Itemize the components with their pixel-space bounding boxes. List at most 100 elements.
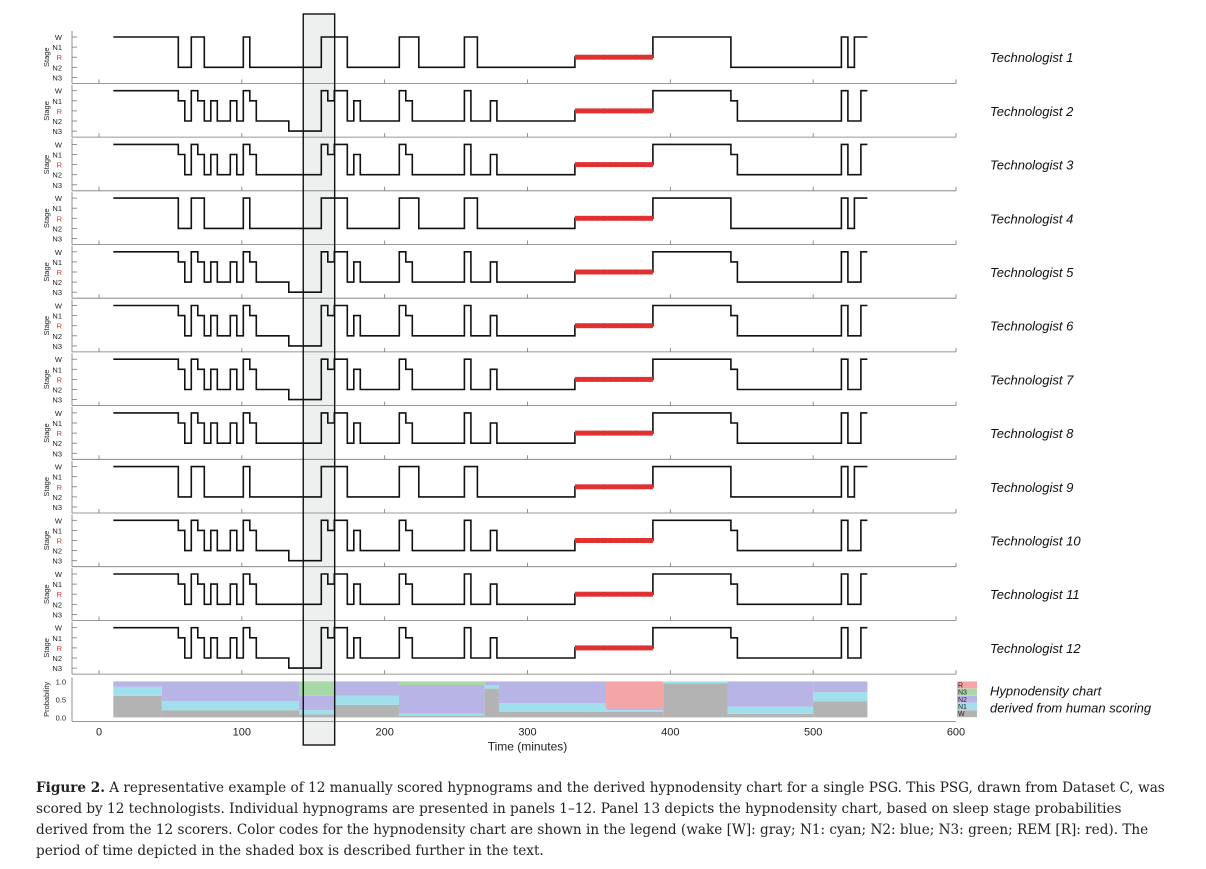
panel-label: Technologist 2 bbox=[990, 104, 1074, 119]
hypnodensity-band-N2 bbox=[161, 681, 299, 702]
panel-label: Technologist 8 bbox=[990, 426, 1074, 441]
stage-tick-label: R bbox=[57, 590, 63, 599]
hypnodensity-band-N1 bbox=[813, 692, 868, 702]
stage-tick-label: N3 bbox=[52, 127, 62, 136]
hypnodensity-band-W bbox=[813, 701, 868, 718]
stage-tick-label: R bbox=[57, 375, 63, 384]
hypnodensity-band-N1 bbox=[498, 703, 607, 712]
stage-tick-label: N1 bbox=[52, 258, 62, 267]
hypnodensity-band-N1 bbox=[663, 681, 728, 684]
hypnodensity-band-W bbox=[606, 712, 664, 718]
hypnodensity-label-line1: Hypnodensity chart bbox=[990, 683, 1103, 698]
hypnodensity-band-N1 bbox=[727, 706, 814, 714]
stage-tick-label: N1 bbox=[52, 312, 62, 321]
stage-tick-label: N1 bbox=[52, 526, 62, 535]
hypnodensity-band-W bbox=[113, 695, 162, 718]
x-tick-label: 200 bbox=[375, 726, 393, 738]
stage-tick-label: N2 bbox=[52, 386, 62, 395]
caption-text: A representative example of 12 manually … bbox=[36, 780, 1165, 859]
x-axis-label: Time (minutes) bbox=[488, 739, 568, 753]
panel-label: Technologist 3 bbox=[990, 158, 1074, 173]
stage-tick-label: N2 bbox=[52, 171, 62, 180]
stage-tick-label: N2 bbox=[52, 224, 62, 233]
hypnodensity-band-N3 bbox=[298, 681, 335, 696]
stage-tick-label: R bbox=[57, 268, 63, 277]
stage-axis-label: Stage bbox=[42, 208, 51, 228]
hypnogram-line bbox=[113, 519, 868, 562]
probability-axis-label: Probability bbox=[42, 682, 51, 717]
hypnodensity-band-N1 bbox=[298, 710, 335, 715]
stage-tick-label: W bbox=[55, 33, 63, 42]
stage-tick-label: R bbox=[57, 644, 63, 653]
stage-axis-label: Stage bbox=[42, 584, 51, 604]
stage-axis-label: Stage bbox=[42, 316, 51, 336]
legend-label-N2: N2 bbox=[958, 697, 967, 704]
hypnodensity-band-W bbox=[398, 715, 485, 718]
hypnodensity-band-W bbox=[498, 712, 607, 718]
panel-label: Technologist 7 bbox=[990, 372, 1074, 387]
hypnodensity-band-N1 bbox=[161, 701, 299, 711]
hypnodensity-band-W bbox=[298, 714, 335, 718]
legend-label-R: R bbox=[958, 682, 963, 689]
x-tick-label: 100 bbox=[233, 726, 251, 738]
stage-axis-label: Stage bbox=[42, 262, 51, 282]
stage-axis-label: Stage bbox=[42, 531, 51, 551]
x-tick-label: 500 bbox=[804, 726, 822, 738]
stage-tick-label: W bbox=[55, 194, 63, 203]
stage-tick-label: N2 bbox=[52, 63, 62, 72]
stage-tick-label: N3 bbox=[52, 73, 62, 82]
hypnogram-line bbox=[113, 143, 868, 176]
x-tick-label: 600 bbox=[947, 726, 965, 738]
hypnodensity-band-N1 bbox=[606, 710, 664, 712]
stage-tick-label: W bbox=[55, 87, 63, 96]
stage-tick-label: N1 bbox=[52, 365, 62, 374]
probability-tick-label: 0.5 bbox=[56, 695, 66, 704]
x-tick-label: 0 bbox=[96, 726, 102, 738]
stage-tick-label: N1 bbox=[52, 204, 62, 213]
probability-tick-label: 1.0 bbox=[56, 677, 66, 686]
stage-tick-label: W bbox=[55, 409, 63, 418]
hypnogram-line bbox=[113, 36, 868, 69]
figure-caption: Figure 2. A representative example of 12… bbox=[36, 778, 1176, 862]
stage-axis-label: Stage bbox=[42, 370, 51, 390]
stage-tick-label: R bbox=[57, 161, 63, 170]
stage-tick-label: W bbox=[55, 302, 63, 311]
stage-tick-label: N1 bbox=[52, 473, 62, 482]
caption-label: Figure 2. bbox=[36, 780, 105, 796]
hypnodensity-band-N2 bbox=[113, 681, 162, 687]
stage-tick-label: R bbox=[57, 214, 63, 223]
x-tick-label: 300 bbox=[518, 726, 536, 738]
hypnodensity-band-W bbox=[484, 688, 499, 718]
stage-tick-label: N2 bbox=[52, 547, 62, 556]
hypnodensity-band-N1 bbox=[334, 695, 399, 705]
hypnodensity-band-N2 bbox=[727, 681, 814, 707]
panel-label: Technologist 1 bbox=[990, 50, 1073, 65]
hypnodensity-band-N1 bbox=[484, 685, 499, 689]
stage-axis-label: Stage bbox=[42, 101, 51, 121]
stage-tick-label: N2 bbox=[52, 439, 62, 448]
hypnodensity-band-W bbox=[334, 704, 399, 718]
stage-tick-label: N1 bbox=[52, 419, 62, 428]
hypnogram-line bbox=[113, 626, 868, 669]
x-tick-label: 400 bbox=[661, 726, 679, 738]
hypnogram-line bbox=[113, 89, 868, 132]
panel-label: Technologist 9 bbox=[990, 480, 1073, 495]
legend-label-N3: N3 bbox=[958, 690, 967, 697]
stage-tick-label: W bbox=[55, 516, 63, 525]
stage-tick-label: R bbox=[57, 537, 63, 546]
legend-label-N1: N1 bbox=[958, 704, 967, 711]
hypnodensity-band-N1 bbox=[398, 713, 485, 716]
hypnogram-line bbox=[113, 251, 868, 293]
stage-axis-label: Stage bbox=[42, 477, 51, 497]
stage-tick-label: N3 bbox=[52, 503, 62, 512]
